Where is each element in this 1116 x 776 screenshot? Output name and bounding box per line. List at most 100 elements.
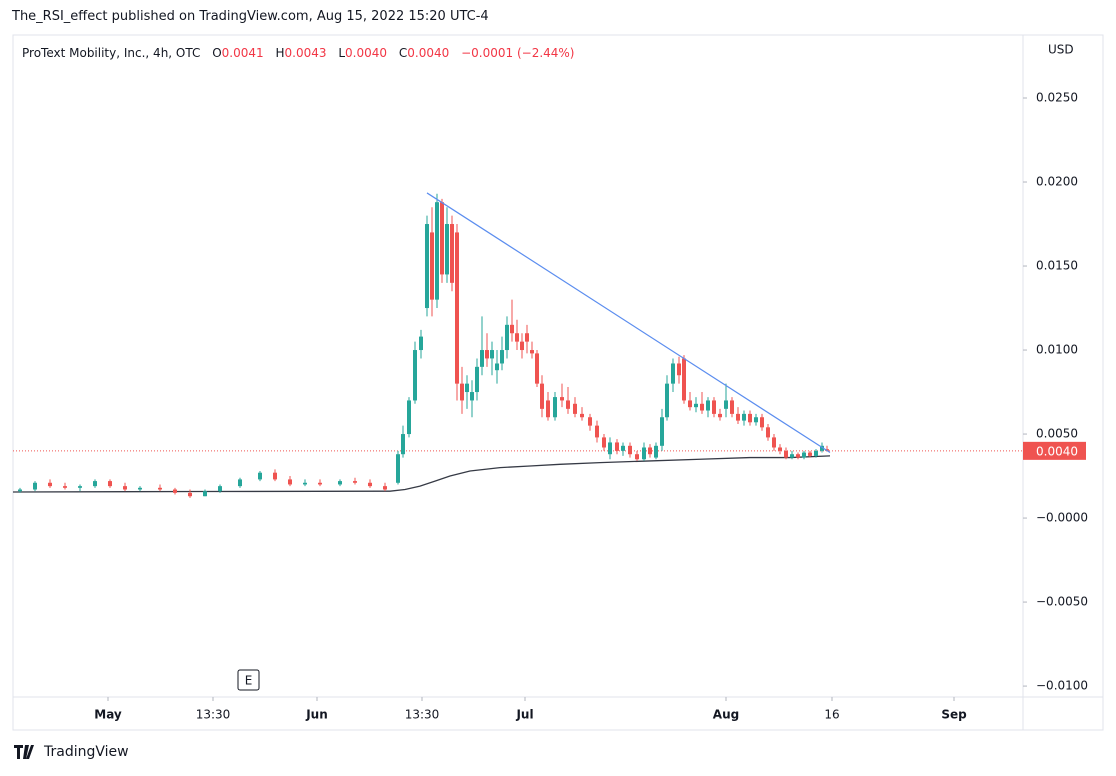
candle-body (505, 324, 509, 351)
candle-body (480, 350, 484, 367)
candle-body (595, 425, 599, 438)
y-tick-label: −0.0000 (1036, 511, 1088, 525)
y-tick-label: −0.0050 (1036, 595, 1088, 609)
footer: TradingView (14, 744, 129, 760)
candle-body (495, 363, 499, 371)
trendline (426, 192, 831, 454)
candle-body (465, 383, 469, 393)
low-value: 0.0040 (345, 46, 388, 60)
x-tick-label: Aug (713, 708, 739, 722)
candle-body (682, 358, 686, 401)
candle-body (642, 447, 646, 460)
candle-body (419, 336, 423, 351)
candle-body (802, 452, 806, 458)
candle-body (435, 202, 439, 300)
event-marker-box[interactable] (237, 669, 260, 691)
candle-body (535, 353, 539, 384)
candle-body (736, 413, 740, 421)
candle-body (546, 400, 550, 418)
candle-body (445, 224, 449, 275)
candle-body (353, 481, 357, 483)
legend: ProText Mobility, Inc., 4h, OTC O0.0041 … (22, 46, 575, 60)
open-value: 0.0041 (221, 46, 264, 60)
candle-body (203, 491, 207, 497)
candle-body (173, 489, 177, 493)
candle-body (580, 413, 584, 418)
high-label: H (275, 46, 285, 60)
publisher-header: The_RSI_effect published on TradingView.… (12, 9, 489, 24)
candle-body (820, 445, 824, 451)
candle-body (621, 445, 625, 451)
chart-frame (12, 34, 1104, 731)
low-label: L (338, 46, 346, 60)
candle-body (470, 392, 474, 401)
y-tick-label: 0.0050 (1036, 427, 1078, 441)
candle-body (401, 434, 405, 455)
x-tick-label: Jun (305, 708, 328, 722)
x-tick-label: Jul (515, 708, 533, 722)
close-value: 0.0040 (407, 46, 450, 60)
candle-body (520, 341, 524, 351)
candle-body (138, 487, 142, 490)
candle-body (188, 492, 192, 497)
candle-body (510, 324, 514, 334)
candle-body (724, 400, 728, 409)
y-tick-label: −0.0100 (1036, 679, 1088, 693)
candle-body (525, 333, 529, 342)
candle-body (790, 454, 794, 458)
candle-body (566, 400, 570, 409)
candle-body (450, 224, 454, 283)
candle-body (660, 417, 664, 446)
candle-body (440, 202, 444, 275)
y-tick-label: 0.0150 (1036, 259, 1078, 273)
close-label: C (398, 46, 408, 60)
candle-body (338, 481, 342, 485)
candle-body (407, 400, 411, 435)
candle-body (78, 486, 82, 488)
candle-body (383, 486, 387, 490)
candle-body (573, 403, 577, 414)
event-marker[interactable]: E (245, 674, 253, 688)
candle-body (588, 417, 592, 426)
open-label: O (212, 46, 222, 60)
candle-body (766, 427, 770, 438)
candle-body (425, 224, 429, 309)
candle-body (396, 454, 400, 483)
candle-body (635, 454, 639, 460)
y-tick-label: 0.0100 (1036, 343, 1078, 357)
logo (14, 745, 34, 759)
candle-body (455, 232, 459, 384)
candle-body (303, 482, 307, 485)
candle-body (93, 481, 97, 487)
change: −0.0001 (−2.44%) (461, 46, 575, 60)
candle-body (500, 350, 504, 364)
y-tick-label: 0.0250 (1036, 91, 1078, 105)
candle-body (694, 403, 698, 408)
candle-body (475, 366, 479, 393)
y-tick-label: 0.0200 (1036, 175, 1078, 189)
candle-body (258, 472, 262, 480)
candle-body (615, 442, 619, 451)
candle-body (796, 454, 800, 458)
candle-body (218, 486, 222, 492)
candle-body (318, 482, 322, 485)
candle-body (485, 350, 489, 359)
candle-body (158, 487, 162, 490)
candle-body (730, 400, 734, 414)
last-price-label: 0.0040 (1036, 444, 1078, 458)
candle-body (628, 445, 632, 455)
candle-body (18, 489, 22, 492)
candle-body (654, 445, 658, 458)
candle-body (712, 400, 716, 414)
candle-body (490, 350, 494, 359)
candle-body (608, 442, 612, 455)
candle-body (760, 417, 764, 428)
candle-body (368, 482, 372, 487)
candle-body (778, 447, 782, 451)
candle-body (784, 450, 788, 458)
candle-body (700, 403, 704, 411)
last-price-badge (1023, 441, 1086, 460)
brand: TradingView (44, 744, 129, 760)
candle-body (515, 333, 519, 342)
candle-body (33, 482, 37, 490)
